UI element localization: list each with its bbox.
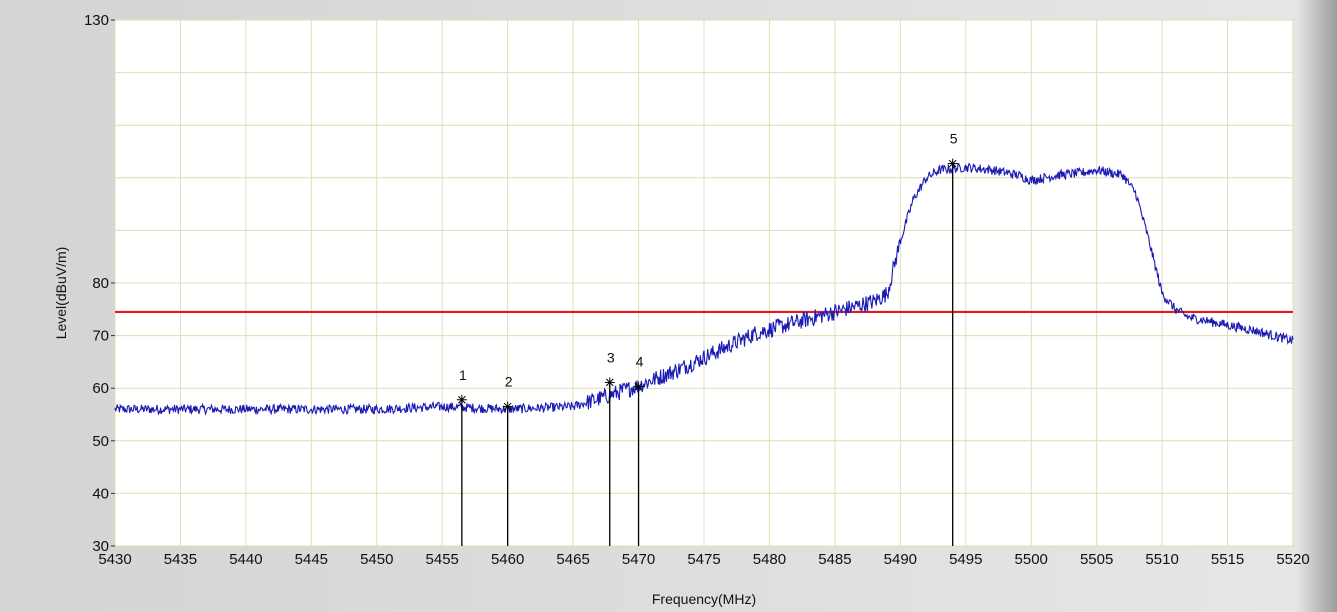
- x-tick-label: 5475: [687, 551, 720, 568]
- x-tick-label: 5460: [491, 551, 524, 568]
- y-tick-label: 130: [84, 12, 109, 29]
- x-tick-label: 5495: [949, 551, 982, 568]
- x-tick-label: 5435: [164, 551, 197, 568]
- marker-label: 3: [607, 349, 615, 365]
- x-tick-label: 5445: [295, 551, 328, 568]
- trace-line: [114, 162, 1294, 416]
- marker-4: 4: [633, 354, 644, 546]
- marker-star-d2: [503, 402, 512, 411]
- marker-3: 3: [604, 349, 615, 546]
- x-tick-label: 5440: [229, 551, 262, 568]
- x-tick-labels: 5430 5435 5440 5445 5450 5455 5460 5465 5470 5475…: [98, 551, 1309, 568]
- marker-star-d2: [634, 382, 643, 391]
- trace-layer: [114, 162, 1294, 416]
- x-axis-label: Frequency(MHz): [652, 591, 756, 607]
- x-tick-label: 5430: [98, 551, 131, 568]
- marker-label: 1: [459, 367, 467, 383]
- marker-star-d2: [948, 159, 957, 168]
- y-tick-label: 50: [92, 433, 109, 450]
- x-tick-label: 5510: [1145, 551, 1178, 568]
- x-tick-label: 5480: [753, 551, 786, 568]
- marker-label: 4: [636, 354, 644, 370]
- marker-label: 5: [950, 131, 958, 147]
- x-tick-label: 5520: [1276, 551, 1309, 568]
- y-tick-label: 60: [92, 380, 109, 397]
- x-tick-label: 5505: [1080, 551, 1113, 568]
- markers-layer: 1 2 3 4 5: [456, 131, 958, 546]
- y-tick-label: 80: [92, 275, 109, 292]
- x-tick-label: 5450: [360, 551, 393, 568]
- y-tick-labels: 30 40 50 60 70 80 130: [84, 12, 115, 555]
- y-tick-label: 40: [92, 485, 109, 502]
- x-tick-label: 5465: [556, 551, 589, 568]
- marker-star-d2: [458, 395, 466, 404]
- x-tick-label: 5515: [1211, 551, 1244, 568]
- x-tick-label: 5485: [818, 551, 851, 568]
- y-tick-label: 70: [92, 328, 109, 345]
- marker-5: 5: [947, 131, 958, 546]
- x-tick-label: 5500: [1015, 551, 1048, 568]
- marker-label: 2: [505, 374, 513, 390]
- y-axis-label: Level(dBuV/m): [53, 247, 69, 340]
- x-tick-label: 5490: [884, 551, 917, 568]
- grid-lines: [114, 19, 1294, 547]
- marker-2: 2: [502, 374, 513, 546]
- marker-star-d2: [605, 378, 614, 387]
- x-tick-label: 5470: [622, 551, 655, 568]
- x-tick-label: 5455: [426, 551, 459, 568]
- marker-1: 1: [456, 367, 467, 546]
- y-tick-label: 30: [92, 538, 109, 555]
